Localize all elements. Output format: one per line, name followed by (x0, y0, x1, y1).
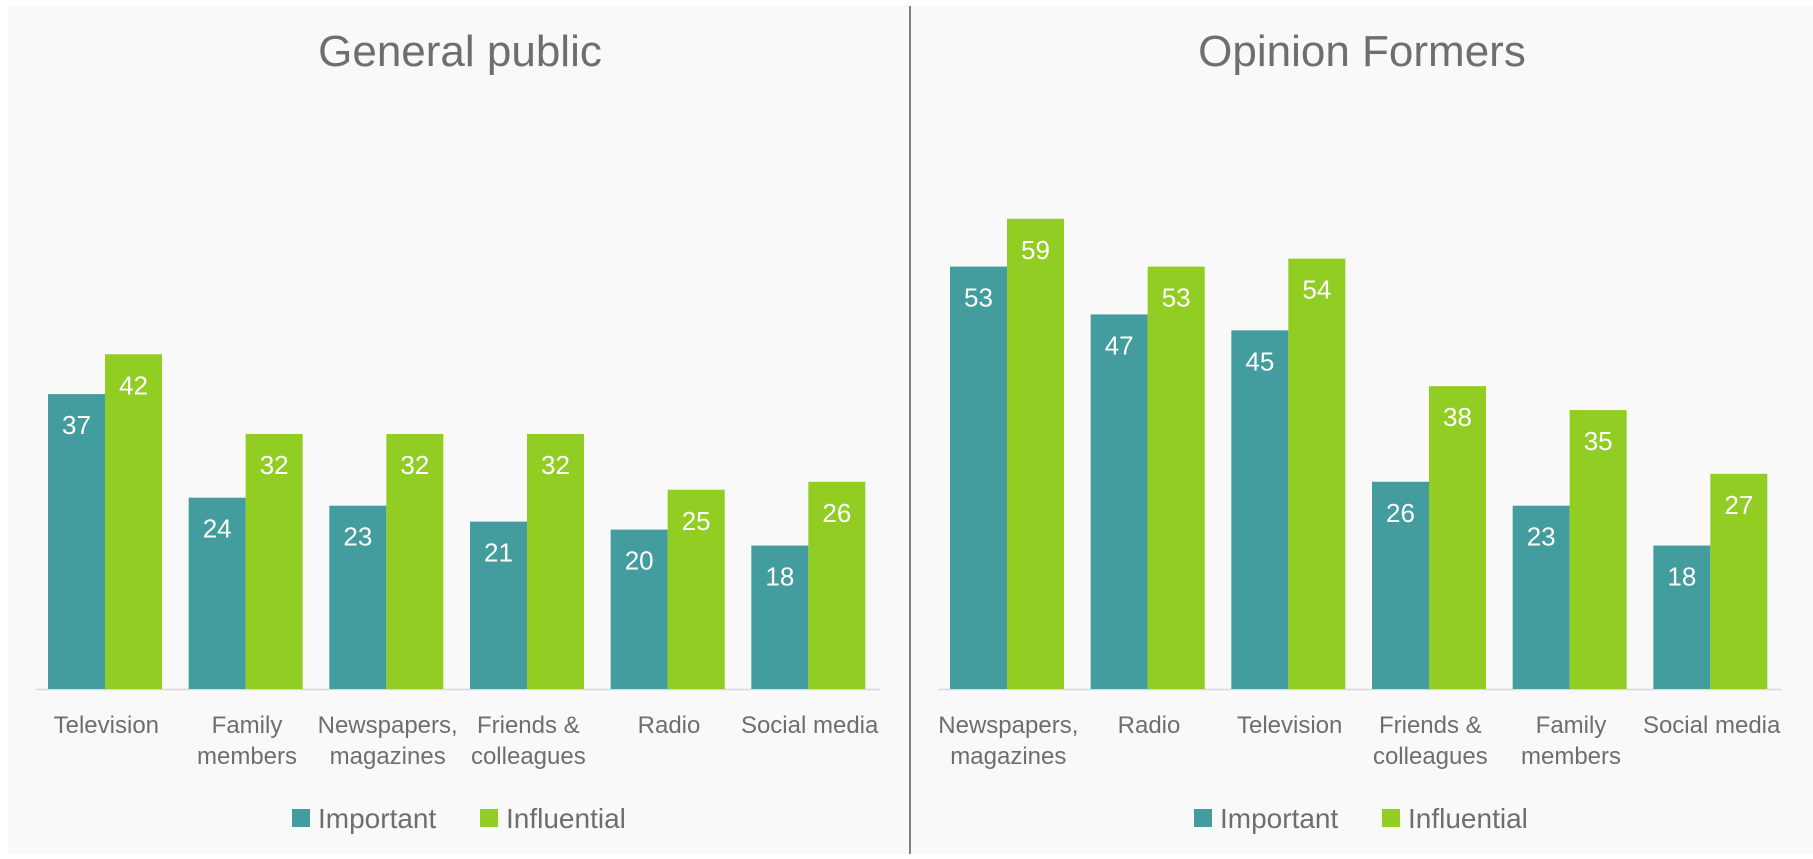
chart1-data-label-important-2: 24 (203, 514, 232, 544)
chart1-data-label-important-3: 23 (343, 522, 372, 552)
chart1-bar-influential-2 (245, 433, 303, 689)
chart2-data-label-influential-5: 35 (1584, 426, 1613, 456)
chart1-data-label-important-1: 37 (62, 410, 91, 440)
chart2-bar-influential-6 (1710, 473, 1768, 689)
chart1-bar-important-4 (470, 521, 527, 689)
chart1-bar-influential-5 (667, 489, 725, 689)
chart1-x-tick-label-5: Radio (638, 712, 701, 739)
chart2-bar-important-5 (1512, 505, 1570, 689)
chart1-legend-label-important: Important (318, 803, 436, 834)
chart2-x-tick-label-1: Newspapers, magazines (938, 712, 1078, 770)
chart2-x-tick-label-6: Social media (1643, 712, 1781, 739)
chart1-bar-important-2 (188, 497, 246, 689)
chart1-bar-important-1 (48, 394, 105, 689)
chart2-x-tick-label-2: Radio (1118, 712, 1181, 739)
chart2-bar-influential-1 (1007, 218, 1064, 689)
chart2-x-tick-label-3: Television (1237, 712, 1342, 739)
chart1-data-label-important-4: 21 (484, 538, 513, 568)
chart1-legend-swatch-important (292, 809, 310, 827)
chart1-x-tick-label-4: Friends & colleagues (471, 712, 586, 770)
chart1-bar-important-3 (329, 505, 387, 689)
chart1-data-label-influential-1: 42 (119, 370, 148, 400)
chart2-data-label-important-2: 47 (1105, 330, 1134, 360)
chart1-data-label-influential-3: 32 (400, 450, 429, 480)
chart1-x-tick-label-2: Family members (197, 712, 297, 770)
chart2-data-label-influential-3: 54 (1302, 275, 1331, 305)
chart2-bar-important-2 (1090, 314, 1148, 689)
chart1-data-label-influential-4: 32 (541, 450, 570, 480)
chart1-bar-influential-3 (386, 433, 444, 689)
chart1-x-tick-label-1: Television (54, 712, 159, 739)
chart2-bar-influential-5 (1569, 410, 1627, 689)
chart2-data-label-important-4: 26 (1386, 498, 1415, 528)
chart2-bar-influential-4 (1429, 386, 1486, 689)
chart2-data-label-influential-2: 53 (1162, 283, 1191, 313)
chart2-data-label-important-3: 45 (1245, 346, 1274, 376)
chart2-bar-influential-2 (1147, 266, 1205, 689)
chart2-data-label-important-1: 53 (964, 283, 993, 313)
chart1-x-tick-label-6: Social media (741, 712, 879, 739)
chart1-title: General public (318, 27, 602, 76)
chart2-legend-swatch-influential (1382, 809, 1400, 827)
chart2-bar-important-3 (1231, 330, 1289, 689)
chart1-bar-important-6 (751, 545, 809, 689)
chart1-x-tick-label-3: Newspapers, magazines (318, 712, 458, 770)
chart2-bar-important-4 (1372, 481, 1429, 689)
chart1-data-label-important-6: 18 (765, 562, 794, 592)
chart2-legend-label-important: Important (1220, 803, 1338, 834)
chart2-bar-important-1 (950, 266, 1007, 689)
chart2-data-label-influential-1: 59 (1021, 235, 1050, 265)
chart2-legend-swatch-important (1194, 809, 1212, 827)
chart1-legend-label-influential: Influential (506, 803, 626, 834)
chart2-data-label-important-6: 18 (1667, 562, 1696, 592)
chart2-bar-important-6 (1653, 545, 1711, 689)
chart2-title: Opinion Formers (1198, 27, 1526, 76)
chart2-x-tick-label-4: Friends & colleagues (1373, 712, 1488, 770)
chart2-data-label-important-5: 23 (1527, 522, 1556, 552)
chart1-legend-swatch-influential (480, 809, 498, 827)
chart2-data-label-influential-6: 27 (1724, 490, 1753, 520)
chart1-bar-influential-6 (808, 481, 866, 689)
chart1-data-label-important-5: 20 (625, 546, 654, 576)
chart2-legend-label-influential: Influential (1408, 803, 1528, 834)
chart1-data-label-influential-5: 25 (682, 506, 711, 536)
chart1-data-label-influential-6: 26 (822, 498, 851, 528)
chart1-bar-influential-1 (105, 354, 162, 689)
chart2-data-label-influential-4: 38 (1443, 402, 1472, 432)
chart2-x-tick-label-5: Family members (1521, 712, 1621, 770)
chart1-bar-influential-4 (527, 433, 584, 689)
chart1-bar-important-5 (610, 529, 668, 689)
chart1-data-label-influential-2: 32 (260, 450, 289, 480)
chart2-bar-influential-3 (1288, 258, 1346, 689)
